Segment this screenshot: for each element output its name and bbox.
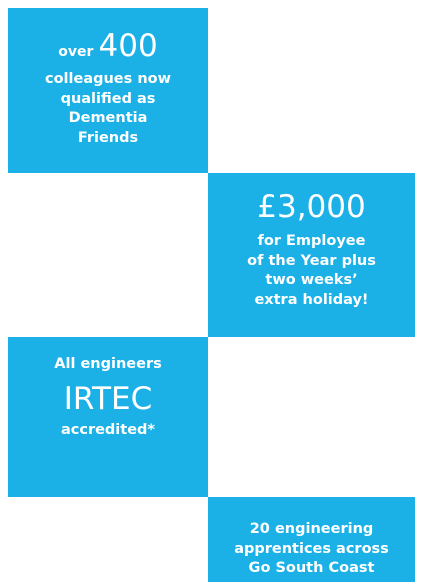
text-line: qualified as (60, 90, 156, 107)
text-line: for Employee (257, 233, 366, 249)
text-line: Friends (77, 129, 139, 146)
panel: over 400 colleagues now qualified as Dem… (8, 8, 208, 173)
panel: 20 engineering apprentices across Go Sou… (208, 497, 415, 582)
figure: £3,000 (257, 189, 366, 225)
text-line: of the Year plus (247, 252, 376, 269)
text-line: two weeks’ (265, 272, 358, 288)
figure: 400 (98, 28, 158, 64)
text-line: Dementia (68, 110, 148, 126)
text-line: accredited* (60, 421, 156, 438)
text-line: colleagues now (44, 71, 171, 87)
text-line: extra holiday! (254, 291, 369, 308)
text-line: 20 engineering (249, 521, 374, 537)
lead: All engineers (54, 356, 162, 372)
figure: IRTEC (63, 380, 153, 417)
prefix: over (58, 44, 94, 60)
headline: over 400 (58, 28, 157, 64)
text-line: Go South Coast (248, 560, 375, 576)
text-line: apprentices across (234, 540, 389, 557)
panel: All engineers IRTEC accredited* (8, 337, 208, 497)
panel: £3,000 for Employee of the Year plus two… (208, 173, 415, 337)
